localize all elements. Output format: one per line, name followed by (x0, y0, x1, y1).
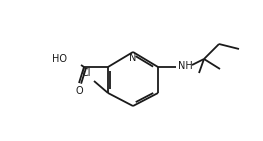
Text: N: N (129, 53, 137, 63)
Text: Cl: Cl (82, 68, 91, 78)
Text: NH: NH (178, 61, 193, 71)
Text: O: O (75, 86, 83, 96)
Text: HO: HO (52, 54, 67, 64)
